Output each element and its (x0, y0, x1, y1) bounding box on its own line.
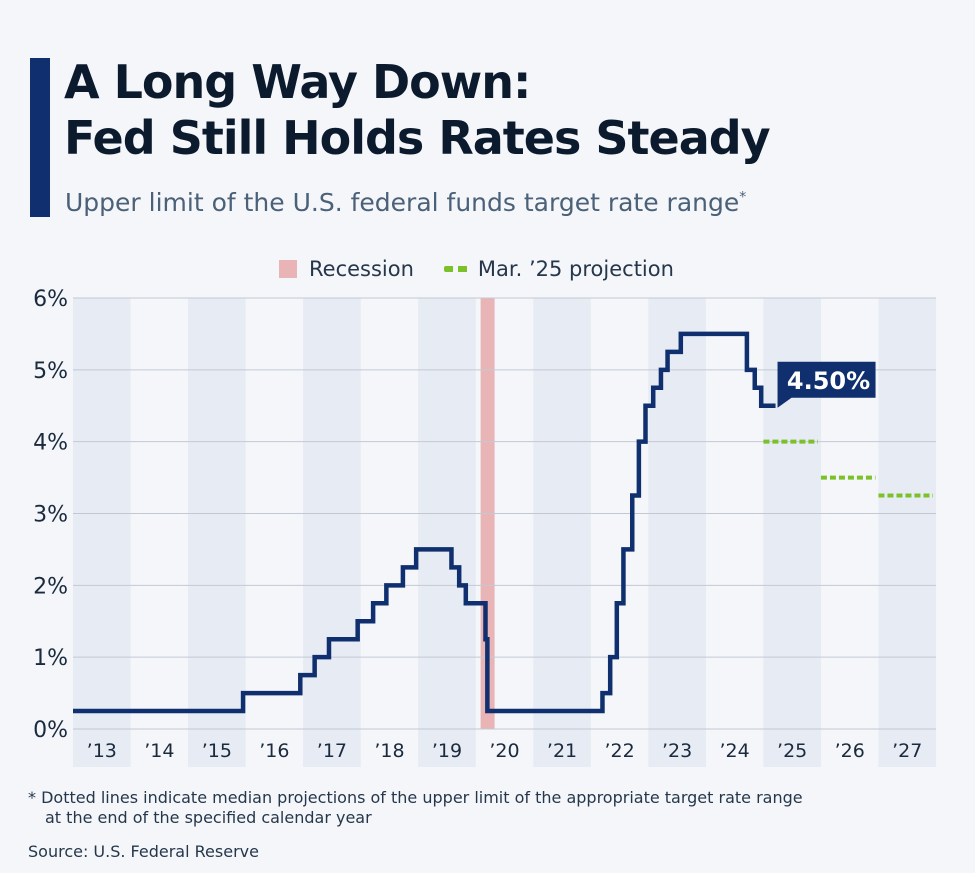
subtitle-footnote-mark: * (739, 189, 747, 206)
y-tick-label: 5% (33, 359, 68, 384)
annotation-callout (777, 361, 876, 408)
year-band (533, 298, 591, 767)
y-tick-label: 6% (33, 287, 68, 312)
chart-subtitle: Upper limit of the U.S. federal funds ta… (65, 188, 746, 217)
y-tick-label: 3% (33, 503, 68, 528)
recession-legend-swatch (279, 260, 297, 278)
x-tick-label: ’20 (489, 740, 519, 762)
x-tick-label: ’16 (259, 740, 289, 762)
year-band (303, 298, 361, 767)
footnote-line-2: at the end of the specified calendar yea… (45, 808, 372, 827)
x-tick-label: ’15 (202, 740, 232, 762)
x-tick-label: ’18 (374, 740, 404, 762)
x-tick-label: ’22 (604, 740, 634, 762)
x-tick-label: ’19 (432, 740, 462, 762)
footnote: * Dotted lines indicate median projectio… (28, 788, 948, 828)
x-tick-label: ’17 (317, 740, 347, 762)
year-band (878, 298, 936, 767)
y-tick-label: 2% (33, 574, 68, 599)
x-tick-label: ’13 (87, 740, 117, 762)
year-band (648, 298, 706, 767)
x-tick-label: ’27 (892, 740, 922, 762)
year-band (418, 298, 476, 767)
legend: Recession Mar. ’25 projection (279, 256, 674, 282)
x-tick-label: ’25 (777, 740, 807, 762)
title-line-1: A Long Way Down: (64, 55, 531, 109)
rate-line (73, 331, 776, 714)
projection-legend-swatch (443, 266, 470, 272)
subtitle-text: Upper limit of the U.S. federal funds ta… (65, 188, 740, 217)
year-band (188, 298, 246, 767)
projection-legend-label: Mar. ’25 projection (477, 257, 674, 281)
x-tick-label: ’23 (662, 740, 692, 762)
x-tick-label: ’24 (720, 740, 750, 762)
x-tick-label: ’21 (547, 740, 577, 762)
year-band (73, 298, 131, 767)
x-tick-label: ’26 (835, 740, 865, 762)
y-tick-label: 0% (33, 718, 68, 743)
title-accent-bar (30, 58, 50, 217)
footnote-line-1: * Dotted lines indicate median projectio… (28, 788, 803, 807)
annotation-label: 4.50% (787, 367, 870, 395)
source-note: Source: U.S. Federal Reserve (28, 842, 259, 861)
chart-title: A Long Way Down: Fed Still Holds Rates S… (64, 54, 771, 166)
y-tick-label: 1% (33, 646, 68, 671)
recession-legend-label: Recession (309, 257, 414, 281)
x-tick-label: ’14 (144, 740, 174, 762)
title-line-2: Fed Still Holds Rates Steady (64, 111, 771, 165)
y-tick-label: 4% (33, 431, 68, 456)
